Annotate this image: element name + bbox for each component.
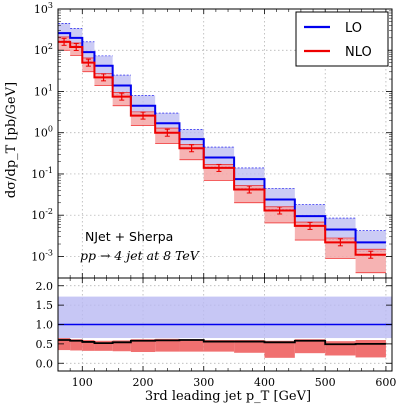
legend-label-lo: LO — [345, 21, 362, 36]
ratio-nlo-band-bin — [112, 340, 131, 352]
ratio-y-tick-label: 1.0 — [36, 319, 54, 332]
ratio-nlo-line — [58, 339, 386, 346]
ratio-nlo-band-bin — [94, 340, 113, 351]
ratio-nlo-band-bin — [82, 340, 95, 351]
lo-band-bin — [234, 167, 265, 189]
legend-label-nlo: NLO — [345, 45, 372, 60]
annotation-generator: NJet + Sherpa — [85, 229, 173, 244]
legend: LO NLO — [295, 11, 389, 67]
x-tick-label: 400 — [254, 376, 275, 389]
y-tick-label: 101 — [34, 83, 53, 98]
ratio-nlo-band-bin — [234, 340, 265, 353]
lo-series-line — [58, 32, 386, 244]
y-tick-label: 103 — [34, 1, 53, 16]
ratio-panel-bands — [58, 296, 392, 358]
y-tick-label: 10-1 — [31, 166, 53, 181]
x-tick-label: 500 — [315, 376, 336, 389]
ratio-y-tick-label: 1.5 — [36, 299, 54, 312]
ratio-nlo-band-bin — [203, 340, 235, 352]
ratio-nlo-band-bin — [179, 339, 204, 352]
ratio-nlo-band-bin — [130, 339, 156, 353]
lo-band-bin — [58, 23, 71, 41]
x-tick-label: 200 — [133, 376, 154, 389]
ratio-nlo-band-bin — [70, 339, 83, 351]
ratio-nlo-band-bin — [325, 341, 356, 356]
x-tick-label: 600 — [375, 376, 396, 389]
ratio-y-tick-label: 2.0 — [36, 280, 54, 293]
ratio-nlo-band-bin — [58, 338, 71, 351]
ratio-nlo-band-bin — [155, 338, 180, 352]
x-tick-label: 100 — [72, 376, 93, 389]
lo-band-bin — [355, 230, 386, 252]
y-tick-label: 102 — [34, 42, 53, 57]
y-tick-label: 10-2 — [31, 207, 53, 222]
ratio-lo-band — [58, 296, 392, 339]
ratio-nlo-band-bin — [355, 340, 386, 358]
ratio-y-tick-label: 0.5 — [36, 338, 54, 351]
ratio-nlo-band-bin — [294, 339, 326, 354]
axis-ticks: 100 200 300 400 500 600 10-3 10-2 10-1 100 101 102 1… — [31, 1, 396, 389]
x-axis-title: 3rd leading jet p_T [GeV] — [145, 389, 311, 404]
main-panel-series-lines — [58, 32, 386, 259]
x-tick-label: 300 — [193, 376, 214, 389]
y-axis-title: dσ/dp_T [pb/GeV] — [4, 82, 19, 198]
y-tick-label: 100 — [34, 125, 53, 140]
ratio-y-tick-label: 0.0 — [36, 357, 54, 370]
annotation-process: pp → 4 jet at 8 TeV — [80, 248, 201, 263]
y-tick-label: 10-3 — [31, 248, 53, 263]
ratio-nlo-band-bin — [264, 340, 295, 358]
legend-box — [295, 11, 389, 67]
